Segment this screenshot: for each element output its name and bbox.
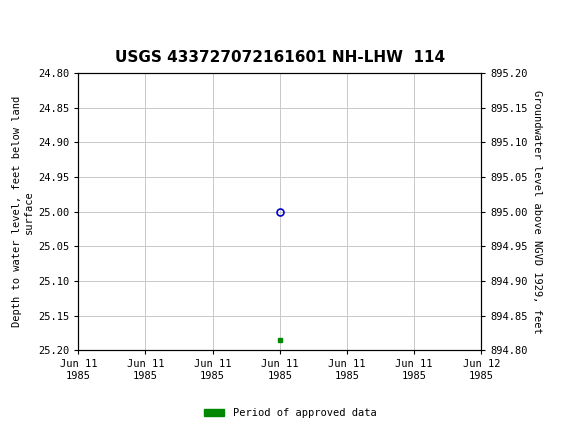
Y-axis label: Depth to water level, feet below land
surface: Depth to water level, feet below land su… <box>12 96 34 327</box>
Text: USGS: USGS <box>3 14 54 31</box>
Bar <box>1 20 12 29</box>
Legend: Period of approved data: Period of approved data <box>200 404 380 423</box>
Y-axis label: Groundwater level above NGVD 1929, feet: Groundwater level above NGVD 1929, feet <box>532 90 542 334</box>
Bar <box>1 7 12 16</box>
Title: USGS 433727072161601 NH-LHW  114: USGS 433727072161601 NH-LHW 114 <box>115 50 445 65</box>
